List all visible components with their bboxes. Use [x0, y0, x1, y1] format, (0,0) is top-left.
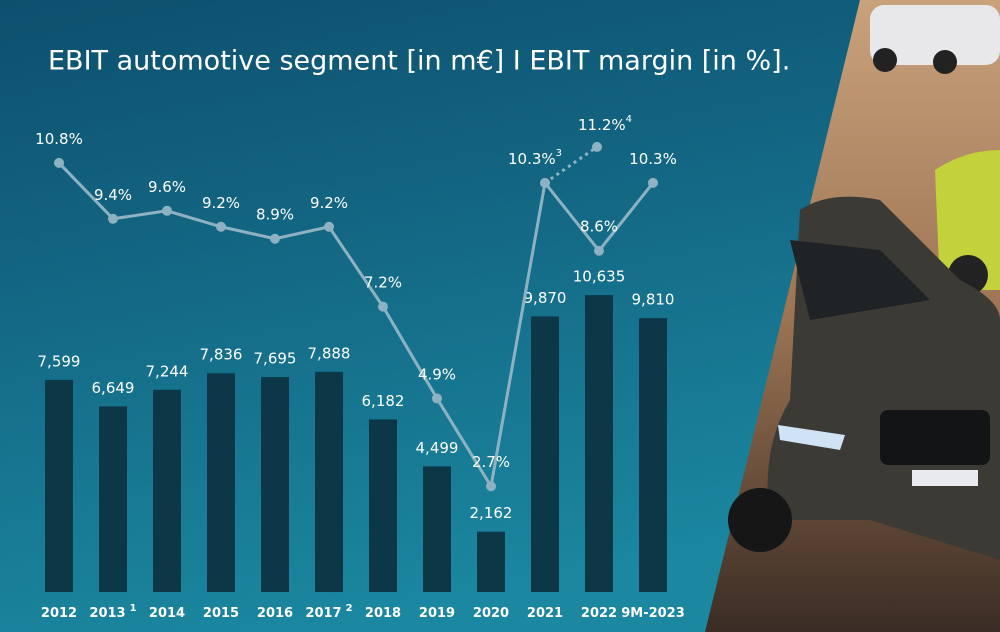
bar	[531, 316, 559, 592]
line-label-text: 2.7%	[472, 453, 510, 471]
x-tick-label: 2022	[581, 606, 617, 621]
x-tick-text: 2012	[41, 606, 77, 621]
x-tick-text: 9M-2023	[621, 606, 685, 621]
bar	[153, 389, 181, 592]
x-tick-text: 2020	[473, 606, 509, 621]
bar	[423, 466, 451, 592]
line-point	[54, 157, 64, 168]
line-point	[378, 301, 388, 312]
bar	[639, 318, 667, 592]
line-label-text: 10.3%	[508, 149, 556, 167]
x-tick-note: 1	[130, 603, 137, 614]
bar-label: 7,695	[254, 350, 297, 368]
line-point	[108, 213, 118, 224]
line-label: 8.6%	[580, 217, 618, 235]
x-tick-text: 2019	[419, 606, 455, 621]
x-tick-label: 2021	[527, 606, 563, 621]
line-label-text: 10.8%	[35, 129, 83, 147]
line-point	[162, 205, 172, 216]
x-tick-text: 2013	[89, 606, 125, 621]
line-point	[648, 177, 658, 188]
x-tick-label: 2017 2	[305, 603, 352, 621]
bar	[369, 419, 397, 592]
bar	[477, 531, 505, 592]
bar	[585, 295, 613, 592]
line-point	[324, 221, 334, 232]
line-label: 9.2%	[310, 193, 348, 211]
line-label: 2.7%	[472, 453, 510, 471]
line-label: 10.3%3	[508, 148, 562, 168]
x-tick-label: 2019	[419, 606, 455, 621]
extra-label-text: 11.2%	[578, 115, 626, 133]
bar	[45, 379, 73, 592]
bar-label: 4,499	[416, 439, 459, 457]
line-label-text: 8.9%	[256, 205, 294, 223]
x-tick-label: 2018	[365, 606, 401, 621]
bar	[207, 373, 235, 592]
x-tick-text: 2014	[149, 606, 185, 621]
line-point	[216, 221, 226, 232]
x-tick-note: 2	[346, 603, 353, 614]
line-label-note: 3	[556, 148, 562, 159]
x-tick-label: 2012	[41, 606, 77, 621]
line-label: 9.2%	[202, 193, 240, 211]
line-label-text: 10.3%	[629, 149, 677, 167]
bar-label: 9,870	[524, 289, 567, 307]
x-tick-label: 2016	[257, 606, 293, 621]
bar	[315, 371, 343, 592]
x-tick-text: 2017	[305, 606, 341, 621]
line-label: 8.9%	[256, 205, 294, 223]
line-label: 10.3%	[629, 149, 677, 167]
bar-label: 2,162	[470, 504, 513, 522]
bar-label: 6,649	[92, 379, 135, 397]
line-label-text: 4.9%	[418, 365, 456, 383]
bar-label: 9,810	[632, 291, 675, 309]
line-point	[486, 481, 496, 492]
chart-title: EBIT automotive segment [in m€] I EBIT m…	[48, 46, 790, 77]
line-label-text: 9.2%	[202, 193, 240, 211]
x-tick-text: 2016	[257, 606, 293, 621]
photo	[705, 0, 1000, 632]
line-label-text: 9.2%	[310, 193, 348, 211]
x-tick-label: 2020	[473, 606, 509, 621]
line-label: 7.2%	[364, 273, 402, 291]
extra-label-note: 4	[626, 114, 632, 125]
extra-label: 11.2%4	[578, 114, 632, 134]
bar	[99, 406, 127, 592]
bar-label: 7,888	[308, 344, 351, 362]
x-tick-text: 2021	[527, 606, 563, 621]
x-tick-text: 2018	[365, 606, 401, 621]
bar-label: 7,836	[200, 346, 243, 364]
line-label: 9.6%	[148, 177, 186, 195]
line-label-text: 7.2%	[364, 273, 402, 291]
line-point	[270, 233, 280, 244]
line-label: 4.9%	[418, 365, 456, 383]
bar-label: 7,599	[38, 352, 81, 370]
x-tick-text: 2022	[581, 606, 617, 621]
extra-point	[592, 141, 602, 152]
bar-label: 6,182	[362, 392, 405, 410]
bar	[261, 377, 289, 592]
x-tick-label: 2014	[149, 606, 185, 621]
x-tick-label: 2015	[203, 606, 239, 621]
x-tick-label: 2013 1	[89, 603, 136, 621]
bar-label: 7,244	[146, 362, 189, 380]
line-label: 9.4%	[94, 185, 132, 203]
x-tick-text: 2015	[203, 606, 239, 621]
line-label: 10.8%	[35, 129, 83, 147]
line-point	[594, 245, 604, 256]
line-label-text: 9.6%	[148, 177, 186, 195]
bar-label: 10,635	[573, 268, 626, 286]
line-point	[432, 393, 442, 404]
line-label-text: 8.6%	[580, 217, 618, 235]
line	[57, 161, 655, 491]
x-tick-label: 9M-2023	[621, 606, 685, 621]
line-label-text: 9.4%	[94, 185, 132, 203]
